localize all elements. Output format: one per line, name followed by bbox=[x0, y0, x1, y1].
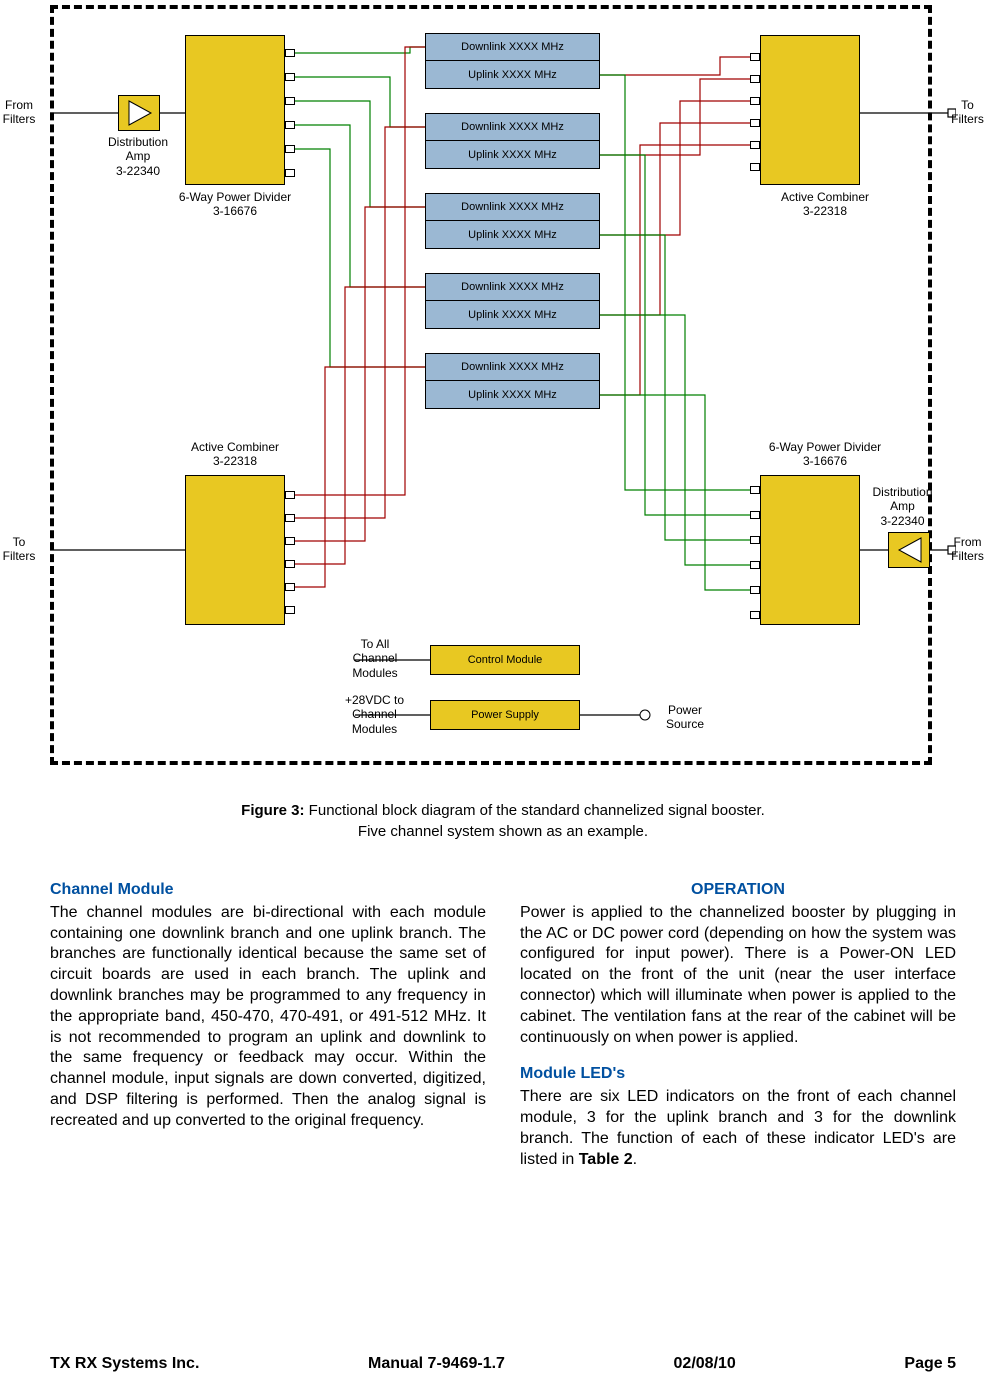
led-paragraph: There are six LED indicators on the fron… bbox=[520, 1087, 956, 1170]
port bbox=[750, 97, 760, 105]
divider-top-label: 6-Way Power Divider3-16676 bbox=[165, 190, 305, 219]
downlink-label: Downlink XXXX MHz bbox=[425, 193, 600, 221]
power-divider-bottom bbox=[760, 475, 860, 625]
active-combiner-top bbox=[760, 35, 860, 185]
port bbox=[750, 141, 760, 149]
right-column: OPERATION Power is applied to the channe… bbox=[520, 880, 956, 1186]
active-combiner-bottom bbox=[185, 475, 285, 625]
figure-caption: Figure 3: Functional block diagram of th… bbox=[0, 800, 1006, 842]
footer-date: 02/08/10 bbox=[674, 1355, 736, 1373]
caption-bold: Figure 3: bbox=[241, 802, 304, 819]
combiner-bot-label: Active Combiner3-22318 bbox=[165, 440, 305, 469]
dist-amp-bot-label: DistributionAmp3-22340 bbox=[860, 485, 945, 528]
channel-module: Downlink XXXX MHz Uplink XXXX MHz bbox=[425, 273, 600, 329]
channel-module: Downlink XXXX MHz Uplink XXXX MHz bbox=[425, 193, 600, 249]
from-filters-label-tl: FromFilters bbox=[0, 98, 43, 127]
port bbox=[285, 73, 295, 81]
uplink-label: Uplink XXXX MHz bbox=[425, 381, 600, 409]
control-module-label: Control Module bbox=[468, 654, 543, 666]
page-footer: TX RX Systems Inc. Manual 7-9469-1.7 02/… bbox=[50, 1355, 956, 1373]
power-source-label: PowerSource bbox=[655, 703, 715, 732]
port bbox=[750, 119, 760, 127]
dist-amp-top-label: DistributionAmp3-22340 bbox=[98, 135, 178, 178]
led-heading: Module LED's bbox=[520, 1064, 956, 1085]
port bbox=[750, 611, 760, 619]
footer-manual: Manual 7-9469-1.7 bbox=[368, 1355, 505, 1373]
port bbox=[285, 560, 295, 568]
port bbox=[750, 536, 760, 544]
downlink-label: Downlink XXXX MHz bbox=[425, 273, 600, 301]
operation-heading: OPERATION bbox=[520, 880, 956, 901]
distribution-amp-top bbox=[118, 95, 160, 131]
power-divider-top bbox=[185, 35, 285, 185]
port bbox=[750, 586, 760, 594]
uplink-label: Uplink XXXX MHz bbox=[425, 221, 600, 249]
downlink-label: Downlink XXXX MHz bbox=[425, 33, 600, 61]
combiner-top-label: Active Combiner3-22318 bbox=[755, 190, 895, 219]
block-diagram: Downlink XXXX MHz Uplink XXXX MHz Downli… bbox=[50, 5, 956, 775]
port bbox=[750, 53, 760, 61]
port bbox=[285, 537, 295, 545]
body-text: Channel Module The channel modules are b… bbox=[50, 880, 956, 1186]
port bbox=[285, 491, 295, 499]
divider-bot-label: 6-Way Power Divider3-16676 bbox=[750, 440, 900, 469]
footer-page: Page 5 bbox=[904, 1355, 956, 1373]
to-all-channel-label: To AllChannelModules bbox=[340, 637, 410, 680]
downlink-label: Downlink XXXX MHz bbox=[425, 353, 600, 381]
port bbox=[285, 514, 295, 522]
power-supply-block: Power Supply bbox=[430, 700, 580, 730]
downlink-label: Downlink XXXX MHz bbox=[425, 113, 600, 141]
port bbox=[750, 75, 760, 83]
left-column: Channel Module The channel modules are b… bbox=[50, 880, 486, 1186]
channel-module: Downlink XXXX MHz Uplink XXXX MHz bbox=[425, 353, 600, 409]
uplink-label: Uplink XXXX MHz bbox=[425, 141, 600, 169]
to-filters-label-tr: ToFilters bbox=[940, 98, 995, 127]
control-module-block: Control Module bbox=[430, 645, 580, 675]
port bbox=[285, 583, 295, 591]
channel-module-heading: Channel Module bbox=[50, 880, 486, 901]
port bbox=[750, 163, 760, 171]
caption-line1: Functional block diagram of the standard… bbox=[305, 802, 765, 819]
vdc-channel-label: +28VDC toChannelModules bbox=[332, 693, 417, 736]
port bbox=[285, 606, 295, 614]
distribution-amp-bottom bbox=[888, 532, 930, 568]
from-filters-label-br: FromFilters bbox=[940, 535, 995, 564]
port bbox=[750, 486, 760, 494]
power-supply-label: Power Supply bbox=[471, 709, 539, 721]
uplink-label: Uplink XXXX MHz bbox=[425, 61, 600, 89]
port bbox=[750, 561, 760, 569]
port bbox=[285, 169, 295, 177]
port bbox=[285, 121, 295, 129]
operation-paragraph: Power is applied to the channelized boos… bbox=[520, 903, 956, 1049]
uplink-label: Uplink XXXX MHz bbox=[425, 301, 600, 329]
port bbox=[285, 97, 295, 105]
port bbox=[285, 145, 295, 153]
channel-module: Downlink XXXX MHz Uplink XXXX MHz bbox=[425, 33, 600, 89]
port bbox=[750, 511, 760, 519]
channel-module: Downlink XXXX MHz Uplink XXXX MHz bbox=[425, 113, 600, 169]
port bbox=[285, 49, 295, 57]
footer-company: TX RX Systems Inc. bbox=[50, 1355, 199, 1373]
channel-module-paragraph: The channel modules are bi-directional w… bbox=[50, 903, 486, 1132]
caption-line2: Five channel system shown as an example. bbox=[358, 823, 648, 840]
to-filters-label-bl: ToFilters bbox=[0, 535, 43, 564]
